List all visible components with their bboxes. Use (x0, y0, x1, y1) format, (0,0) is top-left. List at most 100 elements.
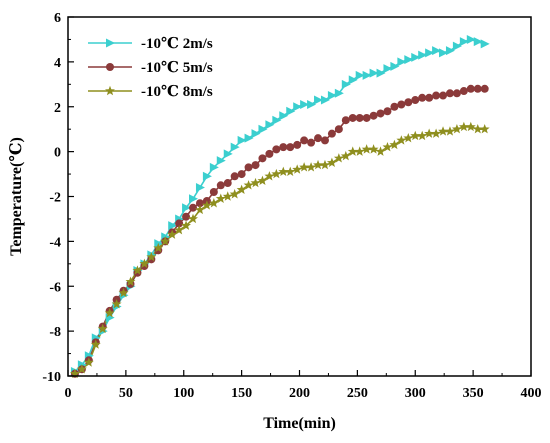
data-point-s3 (111, 299, 122, 309)
x-tick-label: 400 (521, 386, 542, 401)
x-tick-label: 300 (405, 386, 426, 401)
data-point-s2 (341, 116, 350, 125)
data-point-s3 (222, 191, 233, 201)
data-point-s1 (341, 79, 351, 89)
x-axis-title: Time(min) (263, 415, 336, 432)
data-point-s3 (97, 323, 108, 334)
data-point-s3 (215, 193, 226, 203)
data-point-s1 (466, 34, 476, 44)
data-point-s3 (368, 144, 379, 154)
data-point-s1 (411, 52, 421, 62)
data-point-s1 (168, 221, 178, 231)
data-point-s3 (451, 123, 462, 134)
data-point-s3 (70, 368, 80, 378)
data-point-s3 (479, 123, 490, 134)
y-tick-label: 6 (54, 11, 61, 26)
data-point-s3 (83, 357, 94, 367)
data-point-s2 (300, 136, 309, 145)
data-point-s3 (438, 126, 448, 136)
legend-marker-1 (106, 38, 115, 48)
data-point-s1 (251, 129, 261, 139)
y-tick-label: -8 (49, 325, 61, 340)
data-point-s1 (202, 171, 212, 181)
data-point-s3 (320, 159, 330, 170)
data-point-s3 (76, 364, 87, 374)
data-point-s2 (279, 143, 288, 152)
data-point-s1 (189, 194, 199, 204)
data-point-s1 (223, 149, 233, 159)
data-point-s1 (334, 88, 344, 98)
data-point-s3 (257, 175, 268, 185)
data-point-s1 (209, 162, 219, 172)
data-point-s3 (90, 339, 101, 349)
x-tick-label: 250 (347, 386, 368, 401)
data-point-s3 (389, 139, 400, 150)
data-point-s3 (375, 146, 386, 156)
legend-label-2: -10℃ 5m/s (141, 60, 213, 76)
data-point-s2 (376, 109, 385, 118)
data-point-s1 (182, 203, 192, 213)
data-point-s2 (314, 134, 323, 143)
data-point-s2 (439, 91, 448, 100)
data-point-s2 (411, 96, 420, 105)
data-point-s2 (230, 172, 239, 181)
data-point-s3 (299, 162, 310, 172)
data-point-s3 (458, 121, 469, 132)
data-point-s3 (424, 128, 435, 138)
data-point-s1 (452, 41, 462, 51)
data-point-s3 (431, 128, 442, 138)
data-point-s2 (189, 203, 198, 212)
data-point-s3 (208, 198, 219, 208)
data-point-s2 (182, 212, 191, 221)
legend: -10℃ 2m/s -10℃ 5m/s -10℃ 8m/s (88, 36, 213, 100)
data-point-s1 (445, 46, 455, 56)
data-point-s3 (403, 132, 414, 143)
legend-label-1: -10℃ 2m/s (141, 36, 213, 52)
data-point-s1 (459, 37, 469, 47)
data-point-s2 (404, 98, 413, 107)
data-point-s3 (125, 276, 136, 286)
data-point-s3 (104, 307, 115, 318)
series-markers (70, 34, 490, 378)
data-point-s2 (390, 102, 399, 111)
data-point-s1 (327, 91, 337, 101)
data-point-s3 (201, 200, 212, 210)
data-point-s2 (265, 149, 274, 158)
data-point-s1 (390, 61, 400, 71)
y-tick-label: -2 (49, 191, 61, 206)
data-point-s1 (404, 55, 414, 65)
data-point-s2 (209, 188, 218, 197)
data-point-s2 (432, 91, 441, 100)
data-point-s2 (355, 113, 364, 122)
y-tick-label: -6 (49, 280, 61, 295)
data-point-s3 (472, 123, 483, 134)
legend-label-3: -10℃ 8m/s (141, 84, 213, 100)
data-point-s2 (251, 161, 260, 170)
data-point-s2 (348, 113, 357, 122)
data-point-s2 (272, 145, 281, 154)
data-point-s1 (425, 48, 435, 58)
x-tick-label: 50 (119, 386, 133, 401)
data-point-s2 (286, 143, 295, 152)
data-point-s2 (175, 219, 184, 228)
data-point-s3 (313, 159, 323, 170)
y-tick-label: 4 (54, 56, 61, 71)
data-point-s3 (118, 287, 129, 298)
data-point-s3 (285, 166, 296, 177)
data-point-s1 (439, 48, 449, 58)
x-tick-label: 150 (231, 386, 252, 401)
data-point-s2 (383, 107, 392, 116)
y-tick-label: 0 (54, 146, 61, 161)
data-point-s3 (174, 224, 185, 235)
y-tick-label: -10 (42, 370, 61, 385)
data-point-s3 (326, 157, 337, 168)
data-point-s1 (279, 111, 289, 121)
data-point-s2 (452, 89, 461, 98)
data-point-s3 (153, 242, 164, 253)
data-point-s3 (188, 213, 198, 224)
data-point-s2 (425, 93, 434, 102)
data-point-s1 (258, 124, 268, 134)
legend-marker-3 (105, 85, 115, 96)
